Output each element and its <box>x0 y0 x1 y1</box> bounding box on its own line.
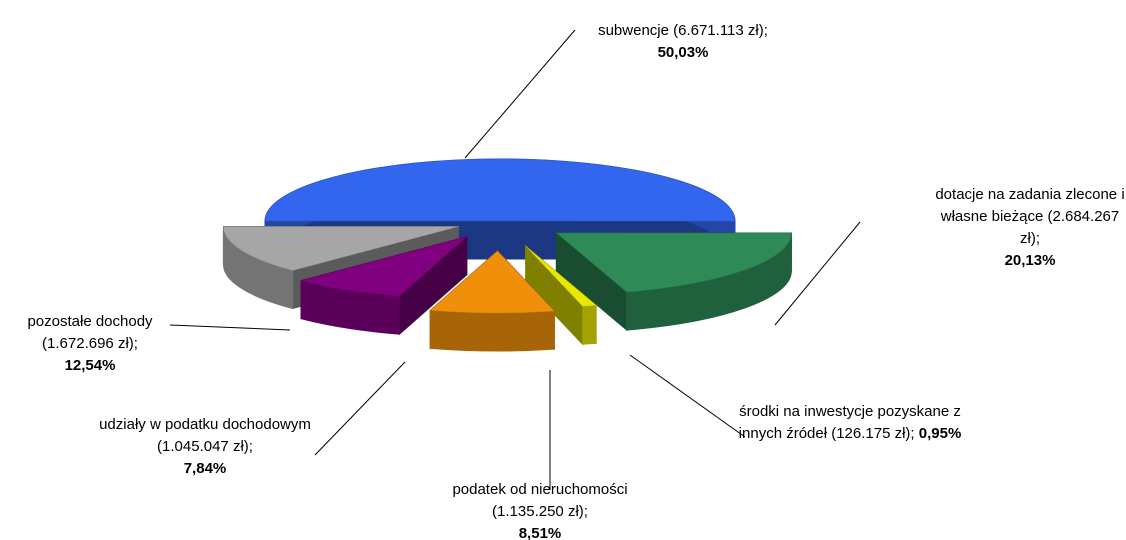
leader-line <box>464 29 576 159</box>
slice-label: subwencje (6.671.113 zł); 50,03% <box>553 20 813 64</box>
value-label: 12,54% <box>64 357 116 374</box>
category-label: podatek od nieruchomości (1.135.250 zł); <box>452 481 628 520</box>
category-label: pozostałe dochody (1.672.696 zł); <box>27 313 153 352</box>
slice <box>223 226 459 271</box>
slice-label: dotacje na zadania zlecone i własne bież… <box>930 184 1126 272</box>
value-label: 8,51% <box>518 525 562 540</box>
leader-line <box>169 324 291 331</box>
value-label: 20,13% <box>1004 252 1056 269</box>
category-label: dotacje na zadania zlecone i własne bież… <box>935 186 1125 247</box>
slice-label: udziały w podatku dochodowym (1.045.047 … <box>90 414 320 480</box>
slice-label: środki na inwestycje pozyskane z innych … <box>735 401 965 445</box>
value-label: 50,03% <box>657 44 709 61</box>
slice <box>300 236 467 297</box>
leader-line <box>774 221 861 326</box>
category-label: środki na inwestycje pozyskane z innych … <box>738 403 961 442</box>
slice <box>429 250 555 314</box>
value-label: 0,95% <box>918 425 962 442</box>
value-label: 7,84% <box>183 460 227 477</box>
category-label: udziały w podatku dochodowym (1.045.047 … <box>99 416 311 455</box>
leader-line <box>629 354 746 438</box>
slice-wall <box>582 304 597 345</box>
slice <box>555 232 792 293</box>
slice-label: pozostałe dochody (1.672.696 zł); 12,54% <box>5 311 175 377</box>
slice <box>264 158 736 222</box>
slice <box>525 245 597 307</box>
slice-label: podatek od nieruchomości (1.135.250 zł);… <box>425 479 655 540</box>
category-label: subwencje (6.671.113 zł); <box>598 22 768 39</box>
leader-line <box>314 361 406 456</box>
slice-wall <box>429 309 555 352</box>
